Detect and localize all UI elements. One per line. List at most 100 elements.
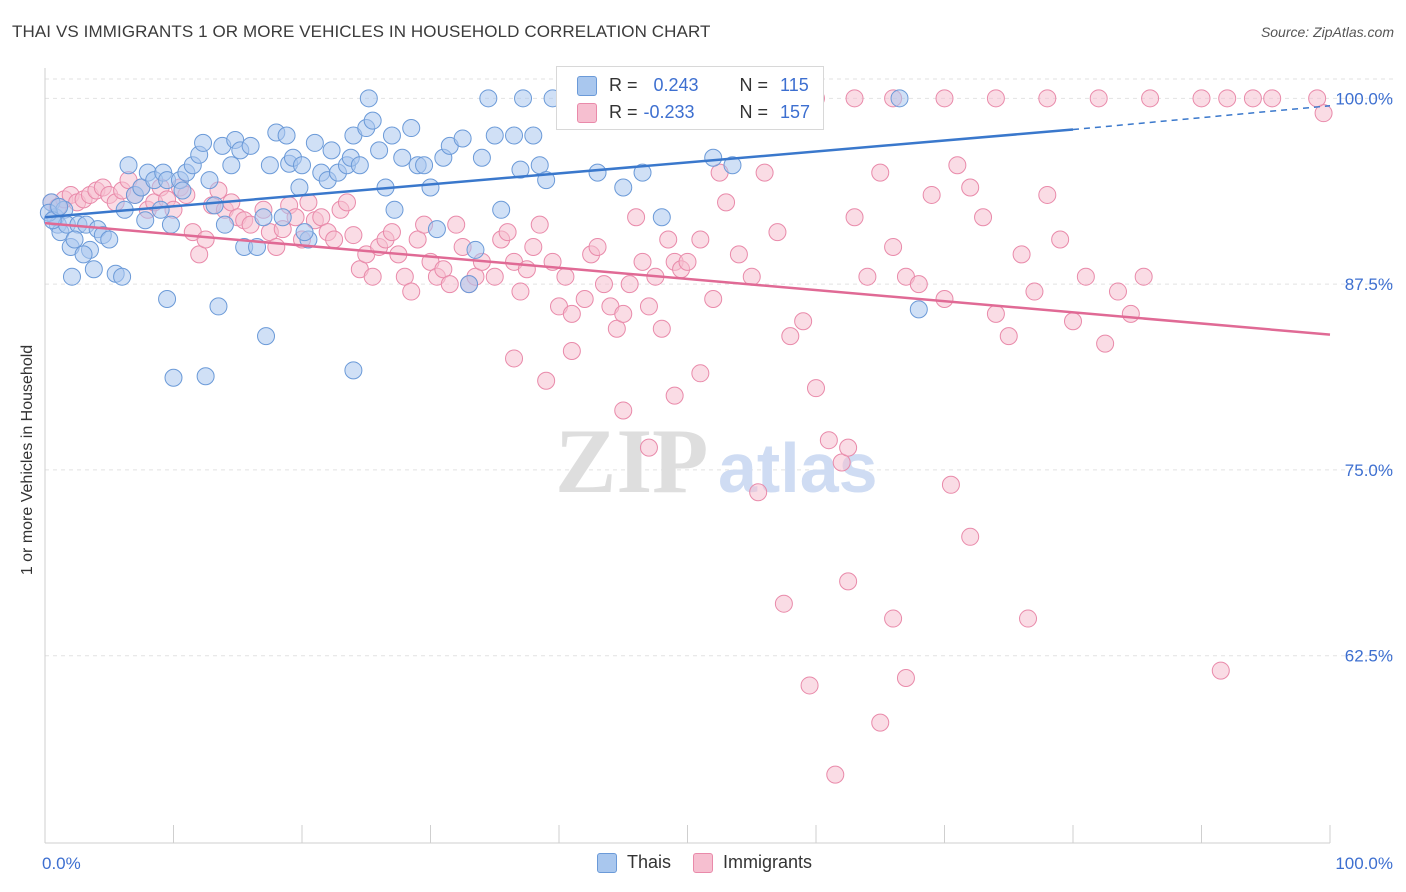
r-label: R =	[609, 75, 638, 95]
thais-point	[84, 260, 103, 279]
immigrants-point	[530, 215, 549, 234]
immigrants-point	[1263, 89, 1282, 108]
immigrants-point	[768, 223, 787, 242]
thais-point	[209, 297, 228, 316]
thais-point	[113, 267, 132, 286]
immigrants-point	[1243, 89, 1262, 108]
thais-point	[415, 156, 434, 175]
immigrants-point	[961, 178, 980, 197]
thais-point	[290, 178, 309, 197]
immigrants-point	[678, 252, 697, 271]
thais-point	[363, 111, 382, 130]
immigrants-point	[1108, 282, 1127, 301]
immigrants-trend-line	[44, 221, 1331, 336]
thais-point	[164, 368, 183, 387]
immigrants-point	[832, 453, 851, 472]
y-tick-label: 75.0%	[1345, 461, 1393, 480]
immigrants-point	[665, 386, 684, 405]
thais-point	[295, 223, 314, 242]
thais-point	[161, 215, 180, 234]
immigrants-point	[941, 475, 960, 494]
stats-row-immigrants: R = -0.233 N = 157	[577, 102, 810, 123]
thais-point	[100, 230, 119, 249]
thais-point	[50, 197, 69, 216]
immigrants-point	[1192, 89, 1211, 108]
immigrants-point	[826, 765, 845, 784]
thais-point	[492, 200, 511, 219]
immigrants-point	[659, 230, 678, 249]
thais-point	[505, 126, 524, 145]
immigrants-point	[633, 252, 652, 271]
immigrants-point	[1019, 609, 1038, 628]
thais-point	[614, 178, 633, 197]
thais-n-value: 115	[780, 75, 809, 95]
stats-row-thais: R = 0.243 N = 115	[577, 75, 809, 96]
immigrants-point	[562, 342, 581, 361]
immigrants-point	[704, 289, 723, 308]
immigrants-point	[363, 267, 382, 286]
immigrants-point	[935, 89, 954, 108]
immigrants-point	[845, 89, 864, 108]
thais-point	[119, 156, 138, 175]
immigrants-point	[594, 275, 613, 294]
thais-point	[524, 126, 543, 145]
immigrants-point	[1121, 304, 1140, 323]
immigrants-point	[395, 267, 414, 286]
legend-item-thais[interactable]: Thais	[597, 852, 671, 873]
thais-point	[241, 136, 260, 155]
trend-lines	[44, 105, 1331, 336]
thais-point	[909, 300, 928, 319]
thais-point	[652, 208, 671, 227]
immigrants-point	[505, 349, 524, 368]
immigrants-point	[909, 275, 928, 294]
thais-point	[254, 208, 273, 227]
immigrants-point	[948, 156, 967, 175]
thais-point	[370, 141, 389, 160]
immigrants-point	[325, 230, 344, 249]
immigrants-point	[440, 275, 459, 294]
thais-point	[393, 148, 412, 167]
immigrants-point	[1096, 334, 1115, 353]
immigrants-point	[1314, 104, 1333, 123]
immigrants-point	[1211, 661, 1230, 680]
immigrants-point	[717, 193, 736, 212]
immigrants-point	[755, 163, 774, 182]
thais-point	[200, 171, 219, 190]
thais-point	[273, 208, 292, 227]
legend-label-thais: Thais	[627, 852, 672, 872]
thais-point	[472, 148, 491, 167]
immigrants-point	[337, 193, 356, 212]
immigrants-point	[858, 267, 877, 286]
immigrants-point	[196, 230, 215, 249]
thais-point	[158, 289, 177, 308]
r-label: R =	[609, 102, 638, 122]
immigrants-point	[839, 438, 858, 457]
immigrants-point	[562, 304, 581, 323]
y-tick-label: 100.0%	[1335, 89, 1393, 108]
immigrants-point	[267, 237, 286, 256]
thais-swatch	[577, 75, 597, 96]
immigrants-point	[382, 223, 401, 242]
x-tick-label-min: 0.0%	[42, 854, 81, 873]
immigrants-point	[742, 267, 761, 286]
immigrants-point	[639, 297, 658, 316]
immigrants-point	[614, 304, 633, 323]
immigrants-point	[845, 208, 864, 227]
thais-point	[305, 133, 324, 152]
legend-item-immigrants[interactable]: Immigrants	[693, 852, 812, 873]
immigrants-point	[999, 327, 1018, 346]
immigrants-point	[986, 89, 1005, 108]
immigrants-point	[537, 371, 556, 390]
thais-points	[39, 89, 928, 387]
stats-legend: R = 0.243 N = 115 R = -0.233 N = 157	[556, 66, 824, 130]
immigrants-r-value: -0.233	[643, 102, 695, 122]
n-label: N =	[739, 102, 769, 122]
legend-label-immigrants: Immigrants	[723, 852, 813, 872]
y-axis-label: 1 or more Vehicles in Household	[19, 344, 36, 576]
thais-point	[350, 156, 369, 175]
thais-point	[466, 240, 485, 259]
thais-point	[460, 275, 479, 294]
thais-trend-line	[44, 128, 1074, 219]
immigrants-point	[344, 226, 363, 245]
